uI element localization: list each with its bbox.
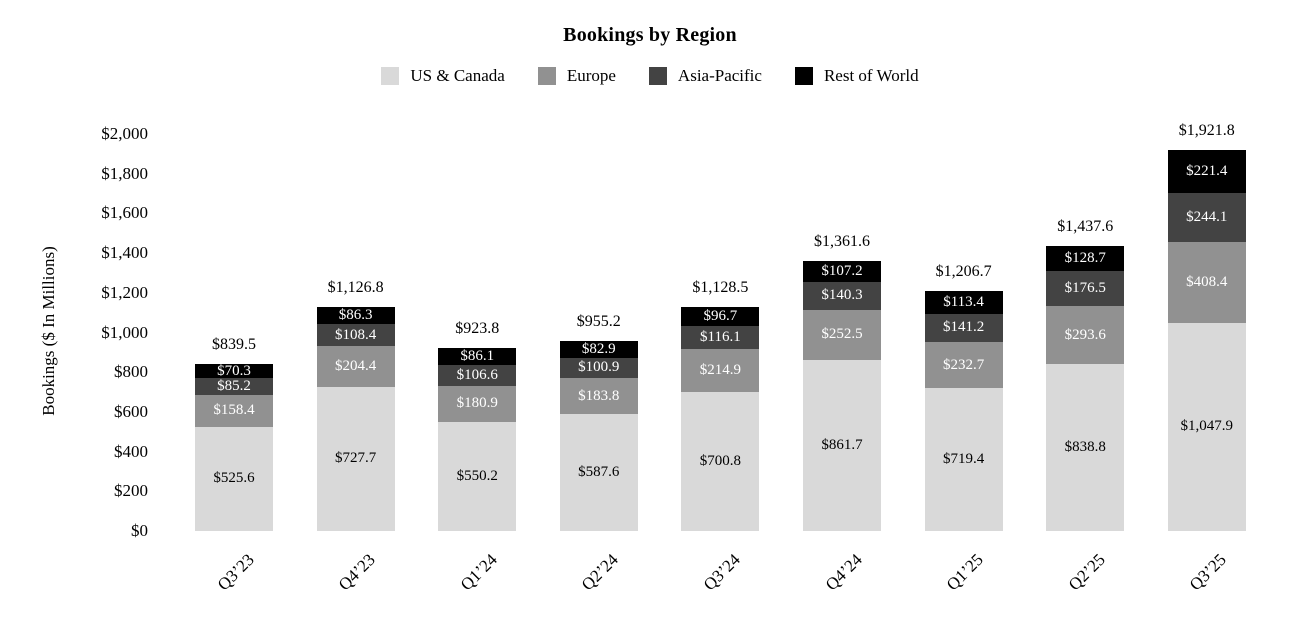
bar-segment-us-canada: $727.7 bbox=[316, 386, 395, 531]
bar-segment-europe: $408.4 bbox=[1167, 241, 1246, 323]
bar-segment-us-canada: $719.4 bbox=[924, 388, 1003, 531]
legend-swatch-asia-pacific bbox=[648, 67, 667, 85]
bar-total-label: $1,126.8 bbox=[327, 279, 384, 297]
bar-segment-us-canada: $525.6 bbox=[195, 426, 273, 531]
x-tick-label: Q4’24 bbox=[821, 550, 866, 595]
y-tick-label: $1,200 bbox=[101, 282, 148, 302]
legend-label: Rest of World bbox=[823, 66, 919, 85]
bar-total-label: $955.2 bbox=[576, 313, 621, 331]
bar-segment-asia-pacific: $85.2 bbox=[195, 378, 273, 396]
bar-segment-rest-of-world: $86.3 bbox=[316, 307, 395, 325]
bar-segment-asia-pacific: $116.1 bbox=[681, 326, 760, 350]
bar-total-label: $923.8 bbox=[455, 319, 500, 337]
bar-segment-rest-of-world: $221.4 bbox=[1167, 149, 1246, 194]
bar-segment-europe: $214.9 bbox=[681, 349, 760, 392]
bar-segment-us-canada: $861.7 bbox=[803, 359, 881, 531]
bar-segment-rest-of-world: $86.1 bbox=[438, 347, 517, 365]
bar-total-label: $1,921.8 bbox=[1178, 121, 1235, 139]
y-tick-label: $800 bbox=[114, 362, 148, 382]
bar-total-label: $839.5 bbox=[212, 336, 256, 354]
bar-segment-asia-pacific: $106.6 bbox=[438, 364, 517, 386]
legend: US & Canada Europe Asia-Pacific Rest of Wor… bbox=[0, 66, 1300, 86]
bar-segment-rest-of-world: $96.7 bbox=[681, 306, 760, 327]
y-tick-label: $1,400 bbox=[101, 243, 148, 263]
chart-title: Bookings by Region bbox=[563, 24, 737, 46]
legend-item-asia-pacific: Asia-Pacific bbox=[648, 66, 762, 86]
bar-segment-rest-of-world: $82.9 bbox=[559, 341, 638, 358]
bar-segment-rest-of-world: $70.3 bbox=[195, 363, 273, 378]
bar-segment-asia-pacific: $244.1 bbox=[1167, 193, 1246, 242]
bar-total-label: $1,361.6 bbox=[814, 232, 870, 250]
y-tick-label: $0 bbox=[131, 521, 148, 540]
bar-segment-us-canada: $700.8 bbox=[681, 391, 760, 531]
y-tick-label: $1,800 bbox=[101, 163, 148, 183]
bar-segment-europe: $293.6 bbox=[1046, 306, 1125, 365]
bar-segment-asia-pacific: $108.4 bbox=[316, 324, 395, 346]
bar-total-label: $1,437.6 bbox=[1057, 217, 1114, 235]
bar-segment-rest-of-world: $128.7 bbox=[1046, 245, 1125, 272]
legend-swatch-europe bbox=[537, 67, 556, 85]
legend-item-rest-of-world: Rest of World bbox=[794, 66, 919, 86]
bar-segment-europe: $180.9 bbox=[438, 385, 517, 422]
bar-total-label: $1,128.5 bbox=[692, 278, 749, 296]
bar-segment-asia-pacific: $141.2 bbox=[924, 313, 1003, 342]
x-tick-label: Q1’25 bbox=[942, 550, 988, 595]
y-tick-label: $2,000 bbox=[101, 124, 148, 143]
x-tick-label: Q3’24 bbox=[699, 550, 744, 595]
y-tick-label: $600 bbox=[114, 401, 148, 421]
bar-segment-us-canada: $587.6 bbox=[559, 414, 638, 531]
x-tick-label: Q2’24 bbox=[578, 550, 623, 595]
legend-item-europe: Europe bbox=[537, 66, 616, 86]
x-tick-label: Q3’23 bbox=[213, 550, 258, 595]
bar-segment-europe: $204.4 bbox=[316, 345, 395, 387]
x-tick-label: Q1’24 bbox=[456, 550, 501, 595]
bar-segment-asia-pacific: $100.9 bbox=[559, 357, 638, 378]
legend-label: US & Canada bbox=[410, 66, 505, 85]
bar-segment-rest-of-world: $113.4 bbox=[924, 291, 1003, 314]
bar-segment-europe: $158.4 bbox=[195, 395, 273, 427]
bar-segment-asia-pacific: $140.3 bbox=[803, 281, 881, 310]
bar-total-label: $1,206.7 bbox=[935, 263, 992, 281]
legend-swatch-rest-of-world bbox=[794, 67, 813, 85]
y-tick-label: $1,600 bbox=[101, 203, 148, 223]
y-tick-label: $1,000 bbox=[101, 322, 148, 342]
bar-segment-europe: $183.8 bbox=[559, 377, 638, 415]
x-tick-label: Q3’25 bbox=[1186, 550, 1231, 595]
bar-segment-us-canada: $838.8 bbox=[1046, 364, 1125, 531]
bar-segment-asia-pacific: $176.5 bbox=[1046, 271, 1125, 307]
x-tick-label: Q4’23 bbox=[334, 550, 380, 595]
legend-item-us-canada: US & Canada bbox=[381, 66, 505, 86]
legend-label: Europe bbox=[566, 66, 616, 85]
y-tick-label: $200 bbox=[114, 481, 148, 501]
bar-segment-us-canada: $1,047.9 bbox=[1167, 322, 1246, 531]
bar-segment-rest-of-world: $107.2 bbox=[803, 260, 881, 282]
x-tick-label: Q2’25 bbox=[1064, 550, 1109, 595]
bar-segment-us-canada: $550.2 bbox=[438, 421, 517, 531]
bar-segment-europe: $232.7 bbox=[924, 342, 1003, 389]
legend-swatch-us-canada bbox=[381, 67, 400, 85]
legend-label: Asia-Pacific bbox=[677, 66, 762, 85]
bar-segment-europe: $252.5 bbox=[803, 309, 881, 360]
y-tick-label: $400 bbox=[114, 441, 148, 461]
